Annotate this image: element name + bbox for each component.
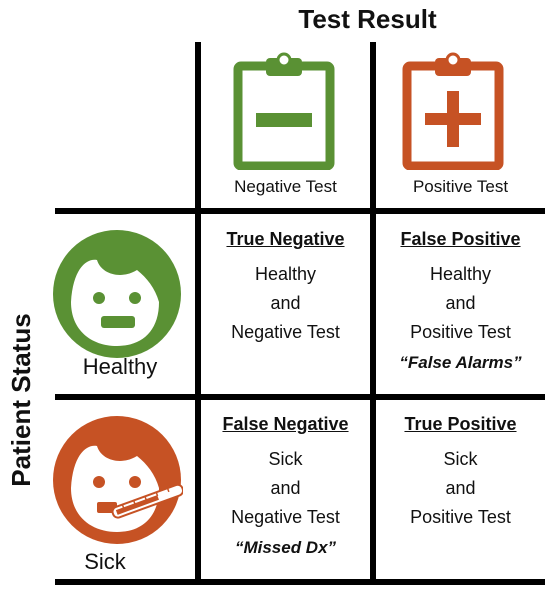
cell-line: and — [445, 293, 476, 313]
column-label-positive: Positive Test — [412, 177, 509, 196]
cell-true-positive: True Positive Sick and Positive Test — [376, 413, 545, 532]
cell-note: “False Alarms” — [399, 353, 522, 372]
cell-line: Positive Test — [410, 507, 511, 527]
cell-false-negative: False Negative Sick and Negative Test “M… — [201, 413, 370, 558]
cell-heading: True Negative — [226, 229, 345, 249]
clipboard-minus-icon — [233, 52, 335, 170]
cell-line: and — [445, 478, 476, 498]
cell-line: Negative Test — [231, 507, 340, 527]
cell-note: “Missed Dx” — [234, 538, 337, 557]
diagram-title: Test Result — [298, 4, 437, 34]
cell-line: and — [270, 478, 301, 498]
column-label-negative: Negative Test — [234, 177, 337, 196]
cell-line: Healthy — [429, 264, 492, 284]
cell-line: and — [270, 293, 301, 313]
clipboard-plus-icon — [402, 52, 504, 170]
cell-true-negative: True Negative Healthy and Negative Test — [201, 228, 370, 347]
row-label-sick: Sick — [84, 549, 126, 574]
cell-line: Negative Test — [231, 322, 340, 342]
cell-line: Positive Test — [410, 322, 511, 342]
cell-line: Healthy — [254, 264, 317, 284]
row-label-healthy: Healthy — [82, 354, 158, 379]
cell-heading: False Positive — [400, 229, 521, 249]
cell-false-positive: False Positive Healthy and Positive Test… — [376, 228, 545, 373]
cell-heading: False Negative — [222, 414, 349, 434]
cell-line: Sick — [443, 449, 478, 469]
cell-line: Sick — [268, 449, 303, 469]
sick-face-thermometer-icon — [53, 416, 183, 544]
smiling-face-icon — [53, 230, 181, 358]
cell-heading: True Positive — [404, 414, 517, 434]
